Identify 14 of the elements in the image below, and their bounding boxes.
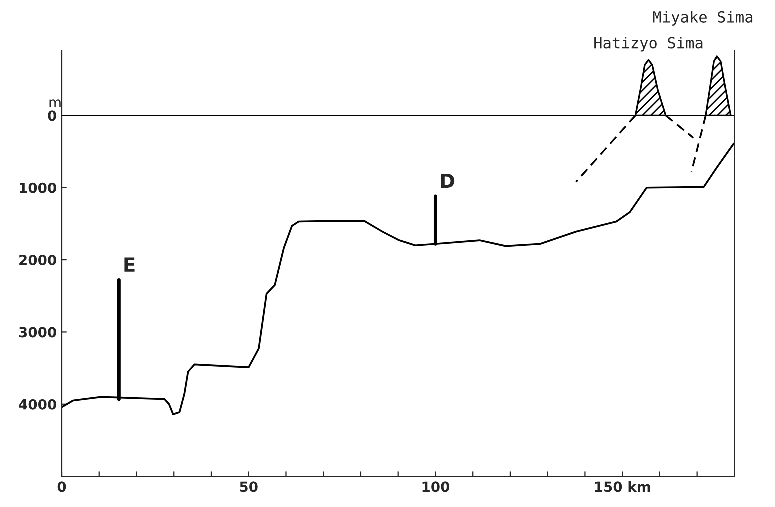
annotation: Hatizyo Sima xyxy=(594,36,703,52)
y-tick-label: 2000 xyxy=(20,255,56,266)
y-tick-label: 4000 xyxy=(19,399,56,410)
y-tick-label: 1000 xyxy=(20,182,56,194)
y-tick-label: 3000 xyxy=(19,327,56,338)
annotation: Miyake Sima xyxy=(653,11,753,26)
y-axis-title: m xyxy=(50,100,61,108)
series-label: E xyxy=(124,258,135,272)
x-tick-label: 100 xyxy=(422,482,450,492)
x-tick-label: 150 km xyxy=(595,481,650,492)
y-tick-label: 0 xyxy=(48,110,56,122)
x-tick-label: 50 xyxy=(240,482,258,492)
x-tick-label: 0 xyxy=(58,482,66,492)
series-label: D xyxy=(441,174,455,188)
